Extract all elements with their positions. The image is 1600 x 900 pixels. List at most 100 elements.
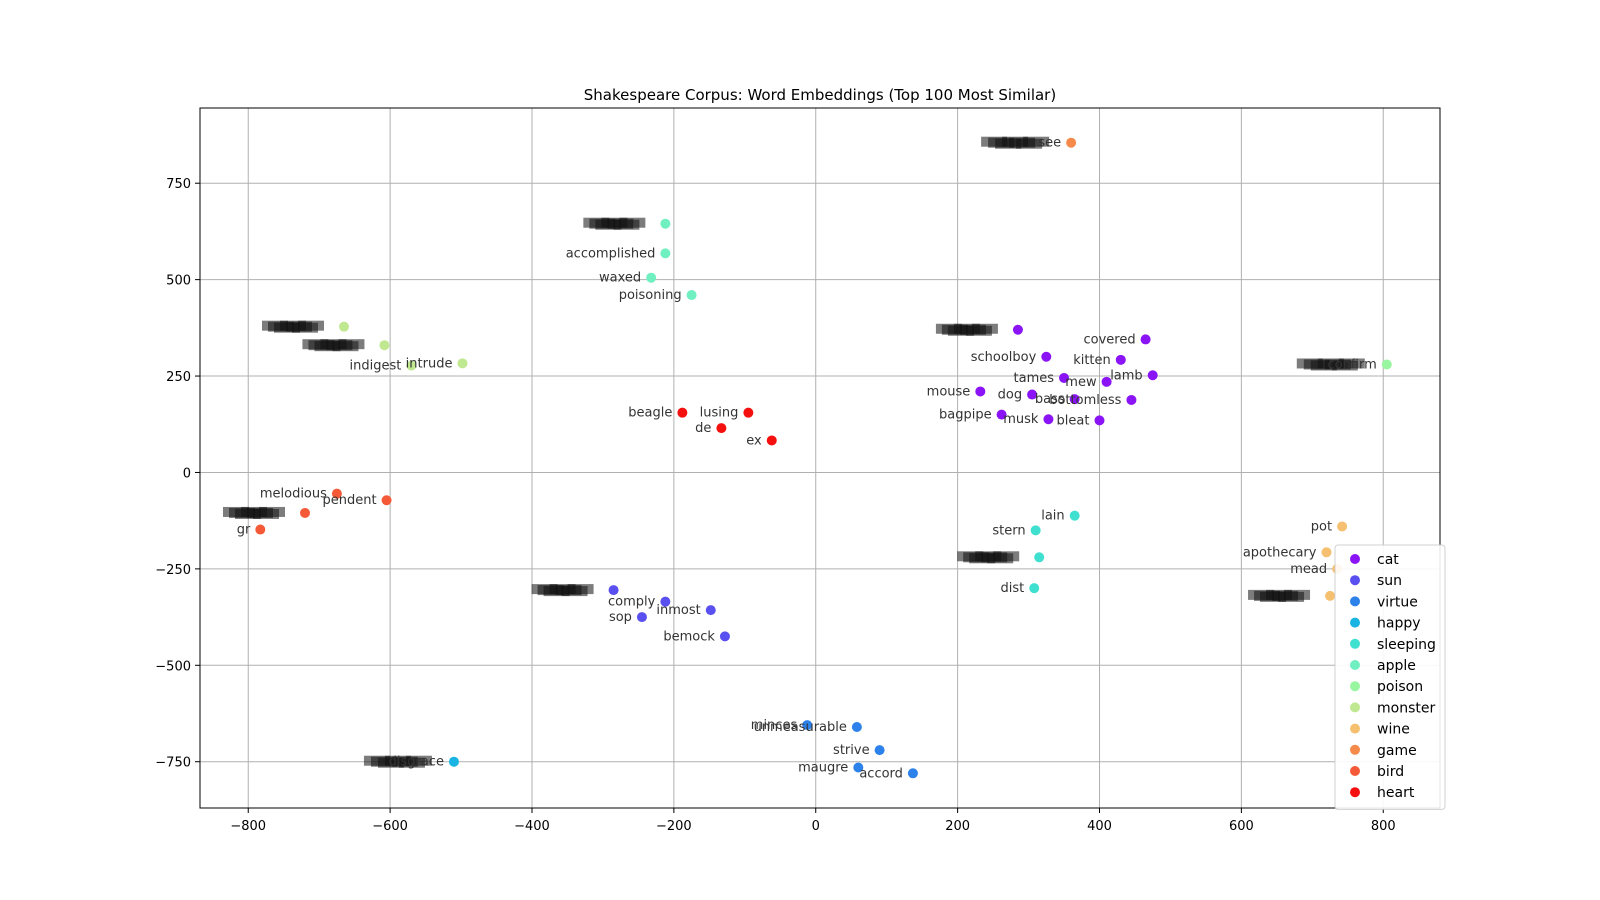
point-monster bbox=[457, 358, 468, 369]
legend-entry-sun: sun bbox=[1377, 573, 1402, 589]
cluster-mark bbox=[1284, 589, 1311, 600]
point-sun bbox=[608, 585, 619, 596]
legend: cat sun virtue happy sleeping apple poison mons… bbox=[1334, 544, 1446, 810]
legend-marker-virtue bbox=[1350, 596, 1360, 607]
point-wine bbox=[1325, 590, 1336, 601]
legend-marker-apple bbox=[1350, 660, 1360, 670]
legend-marker-game bbox=[1350, 744, 1360, 755]
point-sun bbox=[719, 631, 730, 642]
point-label: mead bbox=[1290, 562, 1327, 577]
cluster-mark bbox=[338, 339, 365, 350]
point-cat bbox=[1126, 394, 1137, 405]
point-game bbox=[1066, 137, 1077, 148]
label-cluster bbox=[363, 755, 432, 768]
point-heart bbox=[766, 435, 777, 446]
point-label: tames bbox=[1014, 371, 1055, 386]
point-label: lamb bbox=[1110, 368, 1143, 383]
point-label: bottomless bbox=[1049, 393, 1121, 408]
cluster-mark bbox=[258, 506, 285, 517]
legend-marker-sun bbox=[1350, 575, 1360, 586]
point-label: mew bbox=[1065, 375, 1097, 390]
point-virtue bbox=[874, 745, 885, 756]
label-cluster bbox=[531, 584, 594, 597]
x-tick-label: 400 bbox=[1087, 819, 1112, 834]
legend-marker-cat bbox=[1350, 554, 1360, 564]
point-label: gr bbox=[237, 523, 251, 538]
point-cat bbox=[1041, 351, 1052, 362]
point-cat bbox=[1094, 415, 1105, 426]
point-sun bbox=[705, 605, 716, 616]
point-label: accomplished bbox=[566, 246, 656, 261]
legend-entry-poison: poison bbox=[1377, 679, 1423, 695]
cluster-mark bbox=[1338, 358, 1365, 369]
point-cat bbox=[1043, 414, 1054, 425]
point-virtue bbox=[851, 722, 862, 733]
point-apple bbox=[646, 272, 657, 283]
legend-box bbox=[1334, 544, 1446, 810]
point-apple bbox=[686, 290, 697, 301]
point-cat bbox=[1115, 354, 1126, 365]
point-sun bbox=[660, 596, 671, 607]
cluster-mark bbox=[619, 217, 646, 228]
x-tick-label: −400 bbox=[514, 819, 550, 834]
point-label: covered bbox=[1083, 332, 1135, 347]
point-heart bbox=[743, 407, 754, 418]
label-cluster bbox=[1296, 358, 1365, 371]
point-monster bbox=[379, 340, 390, 351]
y-tick-label: −500 bbox=[155, 659, 191, 674]
point-cat bbox=[1140, 334, 1151, 345]
point-label: lusing bbox=[700, 406, 739, 421]
cluster-mark bbox=[971, 323, 998, 334]
point-virtue bbox=[853, 762, 864, 773]
legend-entry-virtue: virtue bbox=[1377, 594, 1418, 610]
point-label: waxed bbox=[599, 271, 641, 286]
point-apple bbox=[660, 248, 671, 259]
point-virtue bbox=[907, 768, 918, 779]
point-label: strive bbox=[833, 743, 870, 758]
point-cat bbox=[975, 386, 986, 397]
point-label: bass bbox=[1035, 392, 1065, 407]
point-virtue bbox=[802, 720, 813, 731]
point-cat bbox=[1147, 370, 1158, 381]
point-label: bemock bbox=[663, 629, 715, 644]
point-label: mouse bbox=[927, 384, 971, 399]
cluster-mark bbox=[298, 320, 325, 331]
point-label: ex bbox=[746, 433, 762, 448]
point-label: schoolboy bbox=[971, 350, 1037, 365]
point-cat bbox=[1059, 372, 1070, 383]
point-label: unmeasurable bbox=[754, 720, 847, 735]
point-heart bbox=[716, 423, 727, 434]
legend-marker-wine bbox=[1350, 723, 1360, 734]
point-label: sop bbox=[609, 610, 632, 625]
label-cluster bbox=[1248, 589, 1311, 602]
point-label: lain bbox=[1041, 509, 1064, 524]
point-label: see bbox=[1038, 136, 1061, 151]
point-cat bbox=[1012, 324, 1023, 335]
point-label: poisoning bbox=[619, 288, 682, 303]
y-tick-label: 250 bbox=[166, 370, 191, 385]
point-sun bbox=[636, 612, 647, 623]
point-cat bbox=[1101, 376, 1112, 387]
point-label: inmost bbox=[656, 603, 700, 618]
y-tick-label: 0 bbox=[183, 466, 191, 481]
legend-entry-wine: wine bbox=[1377, 722, 1410, 738]
axis-ticks: −800 −600 −400 −200 0 200 400 600 800 −750 −500 −25… bbox=[155, 177, 1395, 834]
cluster-mark bbox=[993, 551, 1020, 562]
legend-entry-bird: bird bbox=[1377, 764, 1404, 780]
y-tick-label: 500 bbox=[166, 274, 191, 289]
point-label: bagpipe bbox=[939, 408, 992, 423]
y-tick-label: −750 bbox=[155, 756, 191, 771]
x-tick-label: 800 bbox=[1371, 819, 1396, 834]
point-label: de bbox=[695, 421, 711, 436]
point-label: dog bbox=[998, 388, 1022, 403]
label-cluster bbox=[302, 339, 365, 352]
point-wine bbox=[1321, 547, 1332, 558]
point-label: musk bbox=[1003, 412, 1039, 427]
y-tick-label: 750 bbox=[166, 177, 191, 192]
point-sleeping bbox=[1029, 583, 1040, 594]
point-sleeping bbox=[1030, 525, 1041, 536]
label-cluster bbox=[262, 320, 325, 333]
point-label: stern bbox=[992, 523, 1025, 538]
point-label: kitten bbox=[1073, 353, 1111, 368]
point-label: dist bbox=[1000, 581, 1024, 596]
